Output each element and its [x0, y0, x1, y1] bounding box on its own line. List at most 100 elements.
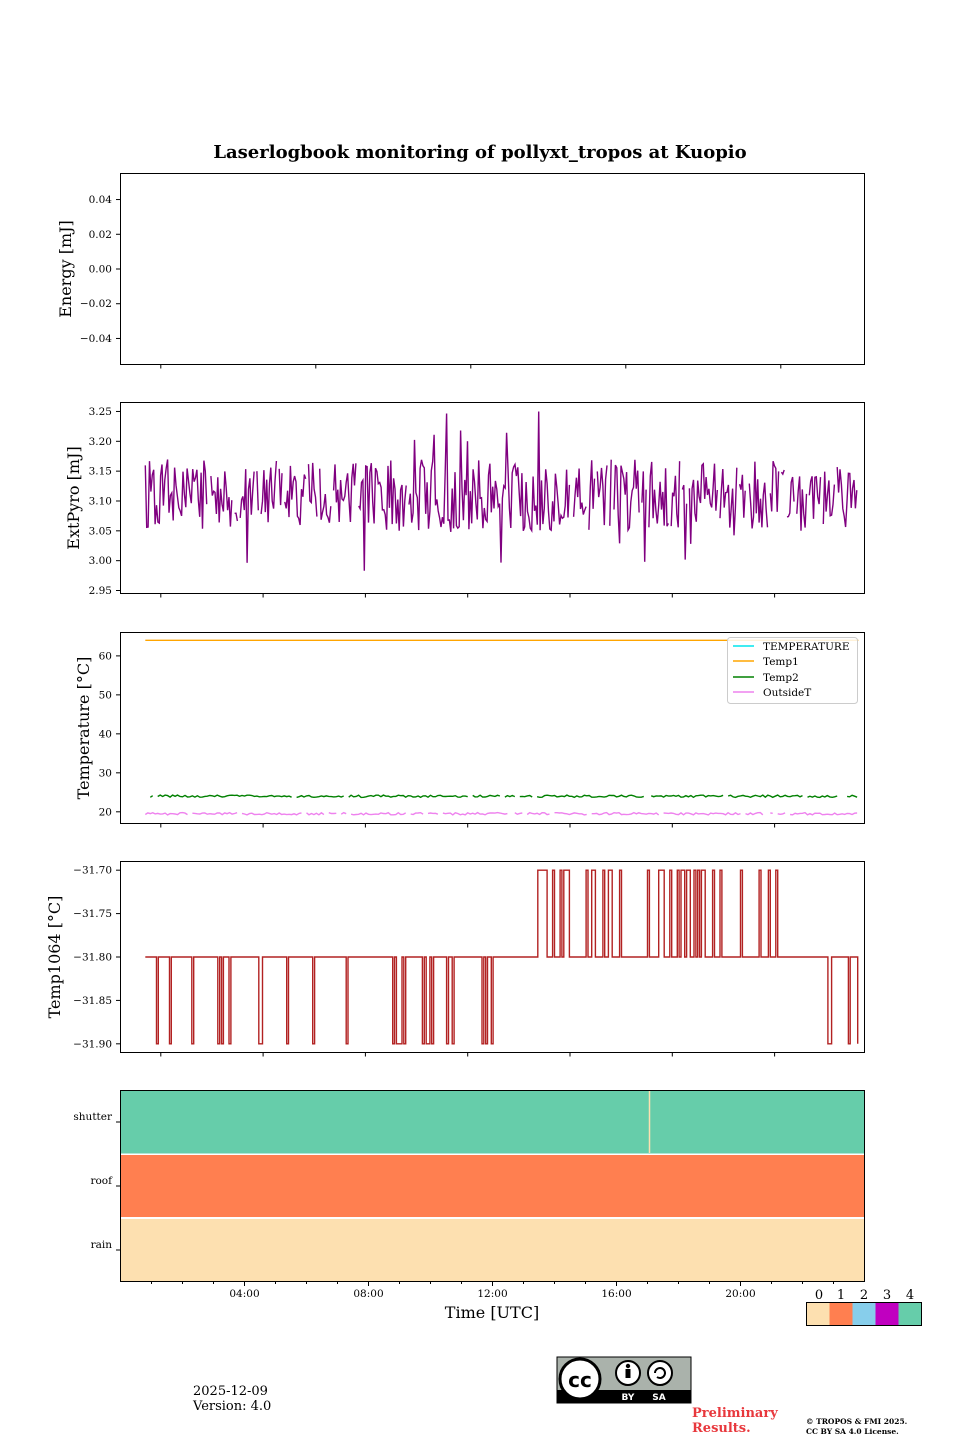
outsidet-line-segment — [340, 811, 347, 815]
extpyro-line-segment — [641, 471, 647, 562]
status-colorbar: 0 1 2 3 4 — [806, 1288, 922, 1326]
energy-panel: −0.04 −0.02 0.00 0.02 0.04 Energy [mJ] — [56, 173, 865, 369]
extpyro-line-segment — [796, 476, 808, 531]
y-tick-label: 3.25 — [89, 406, 112, 418]
energy-y-label: Energy [mJ] — [56, 220, 75, 318]
y-tick-label: −31.70 — [73, 865, 112, 877]
temp2-line-segment — [519, 794, 533, 798]
outsidet-line-segment — [144, 811, 188, 816]
y-tick-label: 3.05 — [89, 525, 112, 537]
copyright-line-2: CC BY SA 4.0 License. — [806, 1427, 899, 1436]
outsidet-line-segment — [241, 811, 302, 816]
status-label-roof: roof — [90, 1175, 113, 1187]
temp1064-line — [145, 869, 859, 1045]
outsidet-line-segment — [745, 811, 764, 816]
x-tick-label: 20:00 — [725, 1288, 755, 1300]
preliminary-line-2: Results. — [692, 1421, 751, 1436]
temp1064-x-ticks — [160, 1052, 776, 1057]
y-tick-label: 20 — [99, 806, 112, 818]
status-panel: shutter roof rain 04:00 08:00 12:00 16:00 20… — [73, 1090, 865, 1322]
extpyro-line-segment — [613, 459, 640, 544]
outsidet-line-segment — [350, 811, 407, 816]
report-date: 2025-12-09 — [193, 1384, 268, 1399]
colorbar-label-2: 2 — [860, 1288, 868, 1303]
y-tick-label: 2.95 — [89, 585, 112, 597]
temp1064-panel: −31.90 −31.85 −31.80 −31.75 −31.70 Temp1064 … — [45, 861, 865, 1057]
y-tick-label: −31.75 — [73, 908, 112, 920]
extpyro-line-segment — [408, 411, 571, 563]
y-tick-label: 30 — [99, 767, 112, 779]
outsidet-line-segment — [192, 811, 238, 816]
extpyro-line-segment — [278, 468, 283, 506]
extpyro-line-segment — [836, 467, 858, 528]
temp2-line-segment — [727, 794, 803, 799]
outsidet-line-segment — [554, 812, 587, 816]
report-meta: 2025-12-09 Version: 4.0 — [193, 1384, 271, 1414]
x-tick-label: 04:00 — [229, 1288, 259, 1300]
extpyro-line-segment — [748, 461, 769, 529]
temp2-line-segment — [157, 794, 292, 798]
temp2-line-segment — [472, 794, 501, 798]
x-tick-label: 08:00 — [353, 1288, 383, 1300]
colorbar-swatch-3 — [875, 1302, 899, 1326]
outsidet-line-segment — [427, 812, 439, 815]
extpyro-line-segment — [780, 469, 785, 476]
status-label-shutter: shutter — [73, 1111, 113, 1123]
copyright-line-1: © TROPOS & FMI 2025. — [806, 1417, 908, 1426]
extpyro-line-segment — [332, 463, 357, 523]
cc-by-sa-badge: cc BY SA — [556, 1356, 692, 1404]
extpyro-line-segment — [256, 471, 259, 511]
report-version: Version: 4.0 — [193, 1399, 272, 1414]
y-tick-label: 3.15 — [89, 466, 112, 478]
outsidet-line-segment — [410, 811, 424, 816]
colorbar-label-0: 0 — [815, 1288, 823, 1303]
energy-x-ticks — [160, 364, 782, 369]
temp2-line-segment — [504, 794, 516, 798]
extpyro-line-segment — [822, 471, 836, 525]
outsidet-line-segment — [663, 811, 741, 816]
extpyro-line-segment — [572, 468, 587, 517]
temp1064-y-label: Temp1064 [°C] — [45, 896, 64, 1019]
legend-label-outsidet: OutsideT — [763, 687, 811, 699]
extpyro-line-segment — [210, 471, 233, 527]
temp1064-series — [145, 869, 859, 1045]
extpyro-line-segment — [648, 461, 670, 528]
temperature-legend: TEMPERATURE Temp1 Temp2 OutsideT — [727, 637, 858, 704]
extpyro-y-label: ExtPyro [mJ] — [64, 446, 83, 549]
x-tick-label: 12:00 — [477, 1288, 507, 1300]
outsidet-line-segment — [591, 811, 660, 816]
temp2-line-segment — [149, 795, 154, 798]
colorbar-swatch-1 — [829, 1302, 853, 1326]
y-tick-label: 3.10 — [89, 495, 112, 507]
extpyro-line-segment — [670, 461, 681, 528]
extpyro-line-segment — [769, 461, 780, 512]
extpyro-line-segment — [609, 459, 612, 526]
temp1064-y-ticks: −31.90 −31.85 −31.80 −31.75 −31.70 — [73, 865, 121, 1050]
y-tick-label: 0.02 — [89, 229, 112, 241]
extpyro-line-segment — [239, 469, 255, 563]
extpyro-line-segment — [808, 475, 822, 519]
extpyro-line-segment — [144, 459, 208, 529]
extpyro-line-segment — [596, 465, 608, 526]
by-label: BY — [622, 1393, 635, 1403]
extpyro-line-segment — [260, 460, 278, 523]
y-tick-label: 0.04 — [89, 194, 113, 206]
outsidet-line-segment — [328, 812, 337, 815]
y-tick-label: −31.85 — [73, 995, 112, 1007]
legend-label-temp2: Temp2 — [763, 672, 799, 684]
colorbar-swatch-4 — [898, 1302, 922, 1326]
extpyro-line-segment — [284, 465, 307, 526]
legend-label-temperature: TEMPERATURE — [763, 641, 850, 653]
extpyro-line-segment — [358, 460, 407, 571]
temp2-line-segment — [348, 794, 468, 799]
extpyro-line-segment — [307, 462, 318, 517]
preliminary-notice: Preliminary Results. — [692, 1406, 778, 1436]
status-row-rain — [120, 1219, 865, 1282]
outsidet-line-segment — [306, 811, 325, 816]
y-tick-label: 0.00 — [89, 264, 112, 276]
extpyro-line-segment — [588, 460, 596, 530]
extpyro-line-segment — [786, 476, 795, 518]
temp2-line-segment — [650, 794, 724, 799]
sa-label: SA — [652, 1393, 665, 1403]
cc-logo-text: cc — [568, 1368, 592, 1392]
